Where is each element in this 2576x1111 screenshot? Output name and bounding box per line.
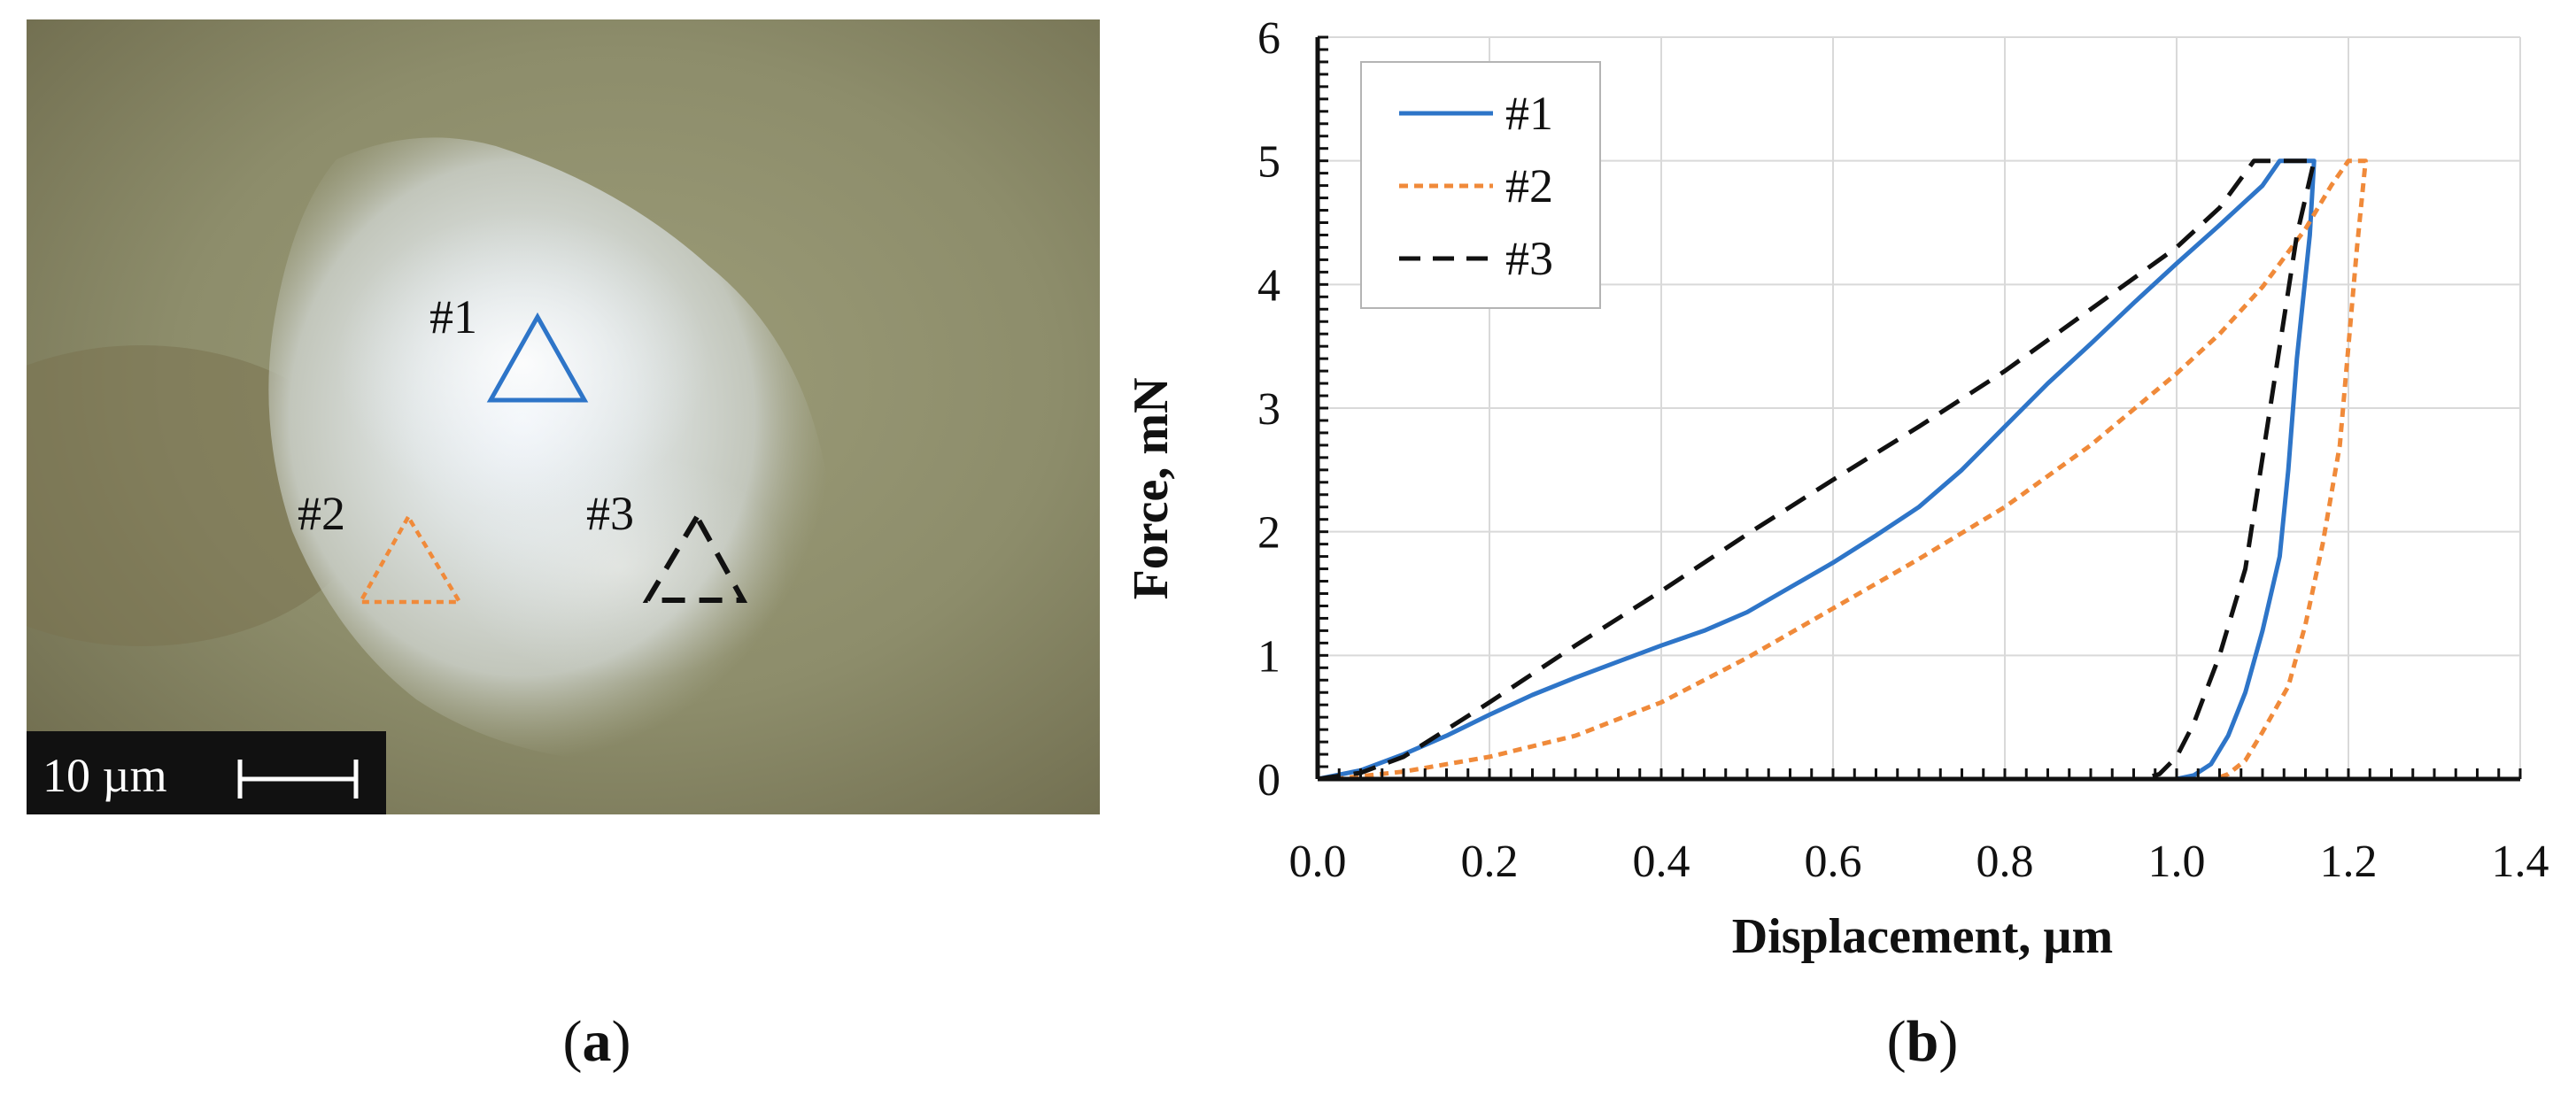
- indent-1-triangle: [486, 312, 589, 403]
- y-tick-label: 5: [1257, 137, 1280, 188]
- y-tick-label: 6: [1257, 13, 1280, 64]
- y-axis-label: Force, mN: [1124, 378, 1179, 600]
- caption-b: (b): [1887, 1009, 1959, 1074]
- scale-bar-label: 10 µm: [43, 749, 167, 802]
- x-tick-label: 0.4: [1633, 837, 1690, 887]
- chart-series: [1317, 158, 2368, 782]
- x-tick-label: 1.4: [2492, 837, 2549, 887]
- crystal-highlight-lower: [452, 451, 788, 682]
- legend-label-2: #2: [1505, 159, 1553, 212]
- y-tick-label: 4: [1257, 260, 1280, 311]
- series-line-3: [1317, 158, 2317, 782]
- chart-legend: #1 #2 #3: [1360, 61, 1601, 309]
- x-tick-label: 0.6: [1805, 837, 1862, 887]
- crystal-highlight: [337, 212, 708, 513]
- x-tick-label: 1.2: [2320, 837, 2378, 887]
- x-axis-label: Displacement, µm: [1732, 909, 2113, 964]
- x-tick-label: 0.8: [1976, 837, 2034, 887]
- micrograph-panel: #1 #2 #3 10 µm: [27, 19, 1100, 814]
- chart-grid: [1318, 36, 2521, 779]
- legend-label-1: #1: [1505, 87, 1553, 140]
- x-tick-label: 0.2: [1461, 837, 1519, 887]
- x-tick-label: 0.0: [1289, 837, 1347, 887]
- series-line-2: [1334, 158, 2368, 782]
- force-displacement-chart: 0.0 0.2 0.4 0.6 0.8 1.0 1.2 1.4 0 1 2 3 4 5 6 Force, m…: [1124, 13, 2549, 964]
- series-line-1: [1317, 158, 2317, 782]
- indent-1-label: #1: [429, 290, 477, 343]
- scale-bar: [237, 760, 359, 799]
- legend-label-3: #3: [1505, 232, 1553, 285]
- caption-a: (a): [563, 1009, 631, 1074]
- chart-axes: [1315, 35, 2522, 782]
- y-tick-label: 3: [1257, 384, 1280, 435]
- y-tick-label: 2: [1257, 508, 1280, 559]
- indent-3-triangle: [642, 511, 748, 603]
- y-tick-label: 0: [1257, 755, 1280, 806]
- y-tick-label: 1: [1257, 631, 1280, 682]
- indent-2-label: #2: [298, 487, 345, 540]
- chart-ticks: 0.0 0.2 0.4 0.6 0.8 1.0 1.2 1.4 0 1 2 3 4 5 6: [1257, 13, 2549, 887]
- indent-3-label: #3: [586, 487, 634, 540]
- x-tick-label: 1.0: [2148, 837, 2206, 887]
- scale-bar-box: [27, 731, 386, 814]
